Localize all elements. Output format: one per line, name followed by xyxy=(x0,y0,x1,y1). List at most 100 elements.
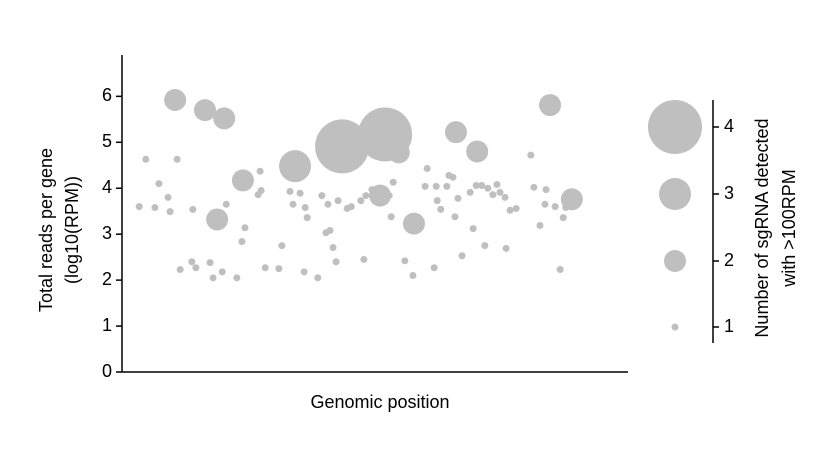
legend-label: 1 xyxy=(724,316,734,336)
bubble xyxy=(559,214,567,222)
bubble xyxy=(347,203,355,211)
bubble xyxy=(142,155,150,163)
y-tick-label: 1 xyxy=(102,315,112,335)
legend-label: 4 xyxy=(724,116,734,136)
bubble xyxy=(368,186,376,194)
bubble xyxy=(444,121,467,144)
y-tick-label: 3 xyxy=(102,223,112,243)
bubble xyxy=(164,89,187,112)
bubble xyxy=(192,264,200,272)
bubble xyxy=(484,184,492,192)
bubble xyxy=(501,193,509,201)
bubble xyxy=(206,208,229,231)
bubble xyxy=(173,155,181,163)
bubble xyxy=(176,266,184,274)
bubble xyxy=(430,264,438,272)
y-axis-label: Total reads per gene xyxy=(36,148,56,312)
bubble xyxy=(502,244,510,252)
bubble xyxy=(231,169,254,192)
bubble xyxy=(562,204,570,212)
bubble xyxy=(423,164,431,172)
bubble xyxy=(155,180,163,188)
bubble xyxy=(315,119,370,174)
bubble xyxy=(189,205,197,213)
y-tick-label: 0 xyxy=(102,361,112,381)
bubble xyxy=(257,187,265,195)
bubble xyxy=(332,258,340,266)
x-axis-label: Genomic position xyxy=(310,392,449,412)
bubble xyxy=(318,192,326,200)
bubble xyxy=(478,181,486,189)
y-tick-label: 2 xyxy=(102,269,112,289)
bubble xyxy=(188,258,196,266)
bubble xyxy=(296,189,304,197)
bubble xyxy=(166,208,174,216)
bubble xyxy=(385,192,393,200)
legend-bubble xyxy=(671,323,679,331)
bubble xyxy=(279,150,312,183)
bubble xyxy=(301,204,309,212)
bubble xyxy=(536,221,544,229)
bubble xyxy=(432,182,440,190)
bubble xyxy=(389,178,397,186)
y-axis-label: (log10(RPM)) xyxy=(62,176,82,284)
bubble xyxy=(324,200,332,208)
bubble xyxy=(489,191,497,199)
bubble xyxy=(360,255,368,263)
legend-bubble xyxy=(659,178,691,210)
bubble xyxy=(512,204,520,212)
bubble xyxy=(506,206,514,214)
bubble xyxy=(493,181,501,189)
bubble xyxy=(437,205,445,213)
bubble xyxy=(409,272,417,280)
bubble xyxy=(286,187,294,195)
bubble xyxy=(454,194,462,202)
bubble xyxy=(213,107,236,130)
bubble xyxy=(326,226,334,234)
bubble xyxy=(542,186,550,194)
bubble xyxy=(222,200,230,208)
bubble xyxy=(496,188,504,196)
bubble xyxy=(314,274,322,282)
bubble xyxy=(164,193,172,201)
legend-title: with >100RPM xyxy=(779,169,799,288)
bubble xyxy=(218,268,226,276)
bubble xyxy=(256,167,264,175)
bubble xyxy=(303,214,311,222)
bubble xyxy=(289,200,297,208)
bubble xyxy=(556,266,564,274)
bubble xyxy=(541,200,549,208)
bubble xyxy=(275,265,283,273)
bubble xyxy=(278,242,286,250)
bubble xyxy=(334,197,342,205)
bubble xyxy=(466,140,489,163)
legend-label: 3 xyxy=(724,183,734,203)
bubble xyxy=(443,182,451,190)
bubble xyxy=(238,238,246,246)
legend-bubble xyxy=(664,250,686,272)
bubble xyxy=(451,213,459,221)
bubble xyxy=(402,212,425,235)
bubble xyxy=(539,94,562,117)
bubble xyxy=(469,225,477,233)
bubble xyxy=(151,204,159,212)
bubble xyxy=(261,264,269,272)
bubble xyxy=(466,188,474,196)
bubble xyxy=(387,141,410,164)
bubble xyxy=(481,242,489,250)
y-tick-label: 4 xyxy=(102,177,112,197)
bubble xyxy=(300,268,308,276)
bubble xyxy=(449,173,457,181)
bubble xyxy=(241,224,249,232)
bubble xyxy=(233,274,241,282)
bubble xyxy=(433,197,441,205)
bubble xyxy=(387,213,395,221)
bubble xyxy=(193,99,216,122)
y-tick-label: 6 xyxy=(102,85,112,105)
bubble xyxy=(362,192,370,200)
bubble xyxy=(472,181,480,189)
bubble xyxy=(135,203,143,211)
bubble xyxy=(329,243,337,251)
legend-title: Number of sgRNA detected xyxy=(752,118,772,337)
